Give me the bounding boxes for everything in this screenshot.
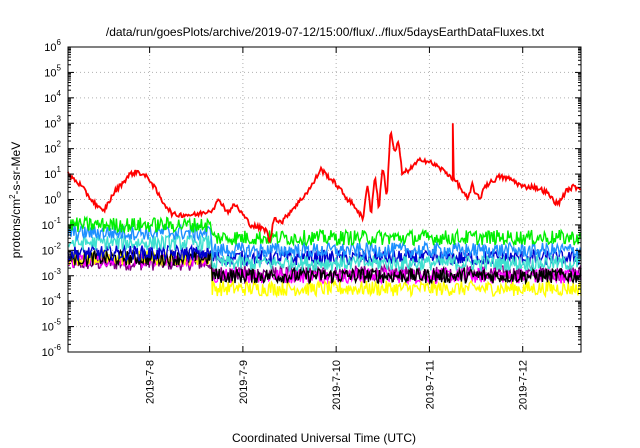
x-axis: 2019-7-8 2019-7-9 2019-7-10 2019-7-11 2019-7… (145, 47, 530, 410)
flux-series-line (67, 249, 582, 299)
y-tick-label: 101 (44, 165, 61, 181)
y-tick-label: 10-2 (42, 241, 62, 257)
x-tick-label: 2019-7-11 (424, 360, 436, 409)
y-axis: 10-6 10-5 10-4 10-3 10-2 10-1 100 101 102 103 104 1… (42, 38, 581, 359)
series-lines (67, 123, 582, 299)
x-tick-label: 2019-7-8 (145, 360, 157, 404)
grid-lines (68, 47, 581, 352)
flux-series-line (67, 242, 581, 267)
x-tick-label: 2019-7-12 (518, 360, 530, 410)
y-tick-label: 102 (44, 140, 61, 156)
y-tick-label: 10-4 (42, 292, 62, 308)
y-tick-label: 106 (44, 38, 61, 54)
flux-series-line (67, 233, 582, 273)
y-axis-label-sup: 2 (8, 194, 17, 199)
y-axis-label-rest: -s-sr-MeV (9, 142, 23, 195)
y-tick-label: 10-3 (42, 267, 62, 283)
x-tick-label: 2019-7-10 (331, 360, 343, 410)
y-axis-label: protons/cm2-s-sr-MeV (8, 142, 23, 258)
x-tick-label: 2019-7-9 (238, 360, 250, 404)
proton-flux-red-line (67, 123, 582, 243)
y-axis-label-base: protons/cm (9, 199, 23, 258)
flux-series-line (67, 215, 582, 247)
y-tick-label: 100 (44, 191, 61, 207)
y-tick-label: 105 (44, 63, 61, 79)
y-tick-label: 10-5 (42, 318, 62, 334)
y-tick-label: 10-6 (42, 343, 62, 359)
chart-title: /data/run/goesPlots/archive/2019-07-12/1… (106, 25, 545, 39)
flux-series-line (67, 222, 582, 260)
y-tick-label: 104 (44, 89, 61, 105)
y-tick-label: 103 (44, 114, 61, 130)
x-axis-label: Coordinated Universal Time (UTC) (232, 431, 416, 445)
y-tick-label: 10-1 (42, 216, 62, 232)
